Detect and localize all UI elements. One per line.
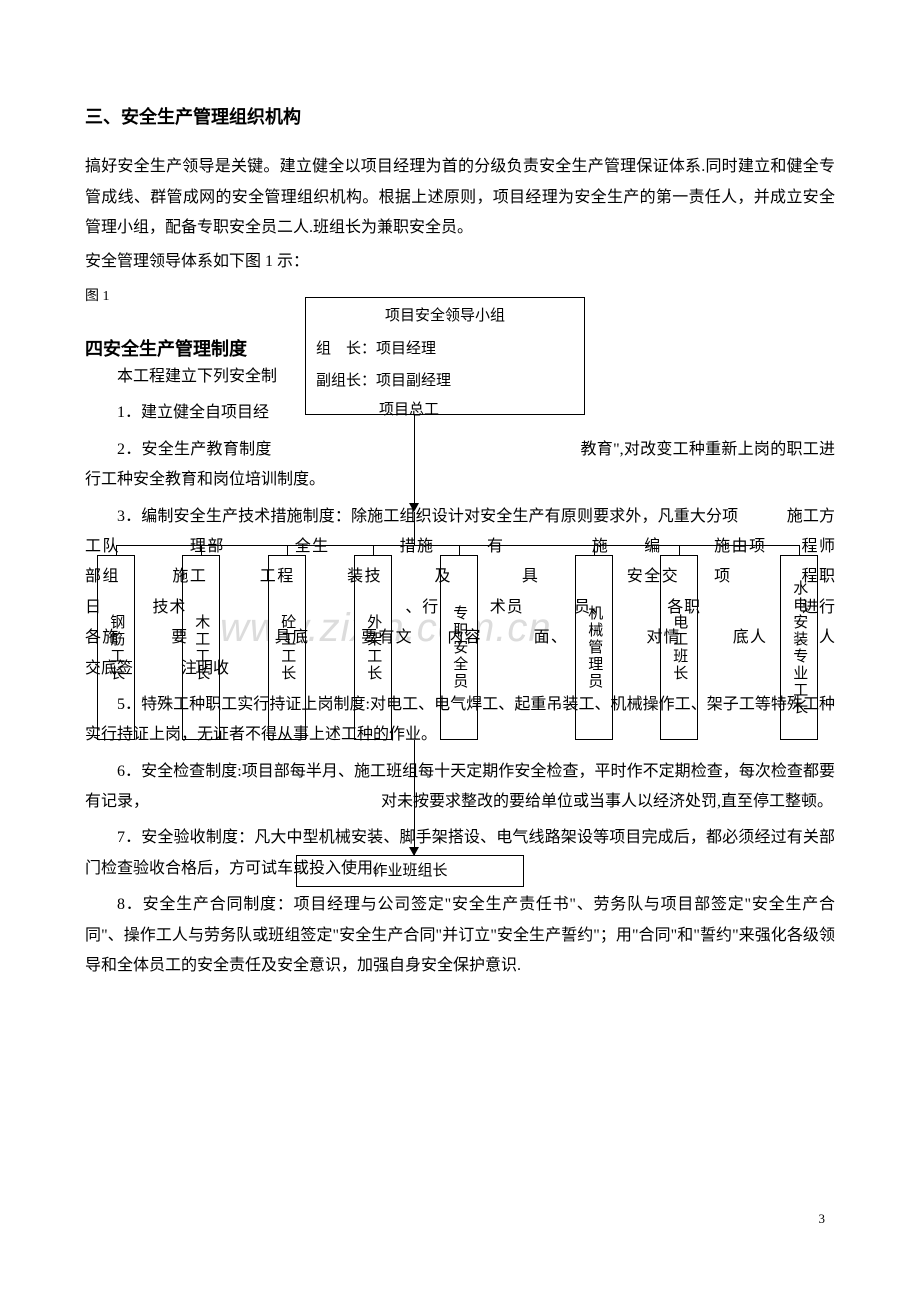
item-1: 1．建立健全自项目经 [85, 398, 835, 428]
section4-intro: 本工程建立下列安全制 [85, 362, 835, 392]
item-7: 7．安全验收制度：凡大中型机械安装、脚手架搭设、电气线路架设等项目完成后，都必须… [85, 823, 835, 884]
orgchart-leader: 组 长：项目经理 [316, 335, 574, 364]
item-2: 2．安全生产教育制度 教育",对改变工种重新上岗的职工进行工种安全教育和岗位培训… [85, 435, 835, 496]
heading-section3: 三、安全生产管理组织机构 [85, 100, 835, 134]
item-5: 5．特殊工种职工实行持证上岗制度:对电工、电气焊工、起重吊装工、机械操作工、架子… [85, 690, 835, 751]
section4-body: 本工程建立下列安全制 1．建立健全自项目经 2．安全生产教育制度 教育",对改变… [85, 362, 835, 981]
para-figref: 安全管理领导体系如下图 1 示： [85, 247, 835, 277]
item-6: 6．安全检查制度:项目部每半月、施工班组每十天定期作安全检查，平时作不定期检查，… [85, 757, 835, 818]
orgchart-title: 项目安全领导小组 [316, 302, 574, 331]
item-3: 3．编制安全生产技术措施制度：除施工组织设计对安全生产有原则要求外，凡重大分项 … [85, 502, 835, 684]
item-8: 8．安全生产合同制度：项目经理与公司签定"安全生产责任书"、劳务队与项目部签定"… [85, 890, 835, 981]
para-intro: 搞好安全生产领导是关键。建立健全以项目经理为首的分级负责安全生产管理保证体系.同… [85, 152, 835, 243]
page-number: 3 [819, 1207, 826, 1232]
